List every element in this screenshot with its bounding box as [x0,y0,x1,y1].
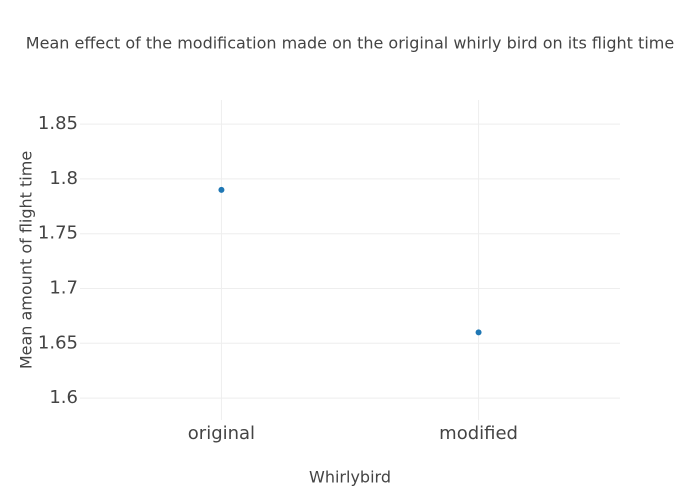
y-tick-label: 1.75 [38,223,78,244]
x-tick-label: original [188,423,255,444]
y-tick-label: 1.85 [38,113,78,134]
x-tick-label: modified [439,423,518,444]
point [475,329,482,336]
y-tick-label: 1.8 [49,168,78,189]
y-tick-label: 1.7 [49,277,78,298]
y-tick-label: 1.6 [49,387,78,408]
x-axis-title: Whirlybird [309,468,391,487]
chart-title: Mean effect of the modification made on … [26,34,674,53]
y-tick-label: 1.65 [38,332,78,353]
y-axis-title: Mean amount of flight time [17,151,36,369]
point [218,186,225,193]
